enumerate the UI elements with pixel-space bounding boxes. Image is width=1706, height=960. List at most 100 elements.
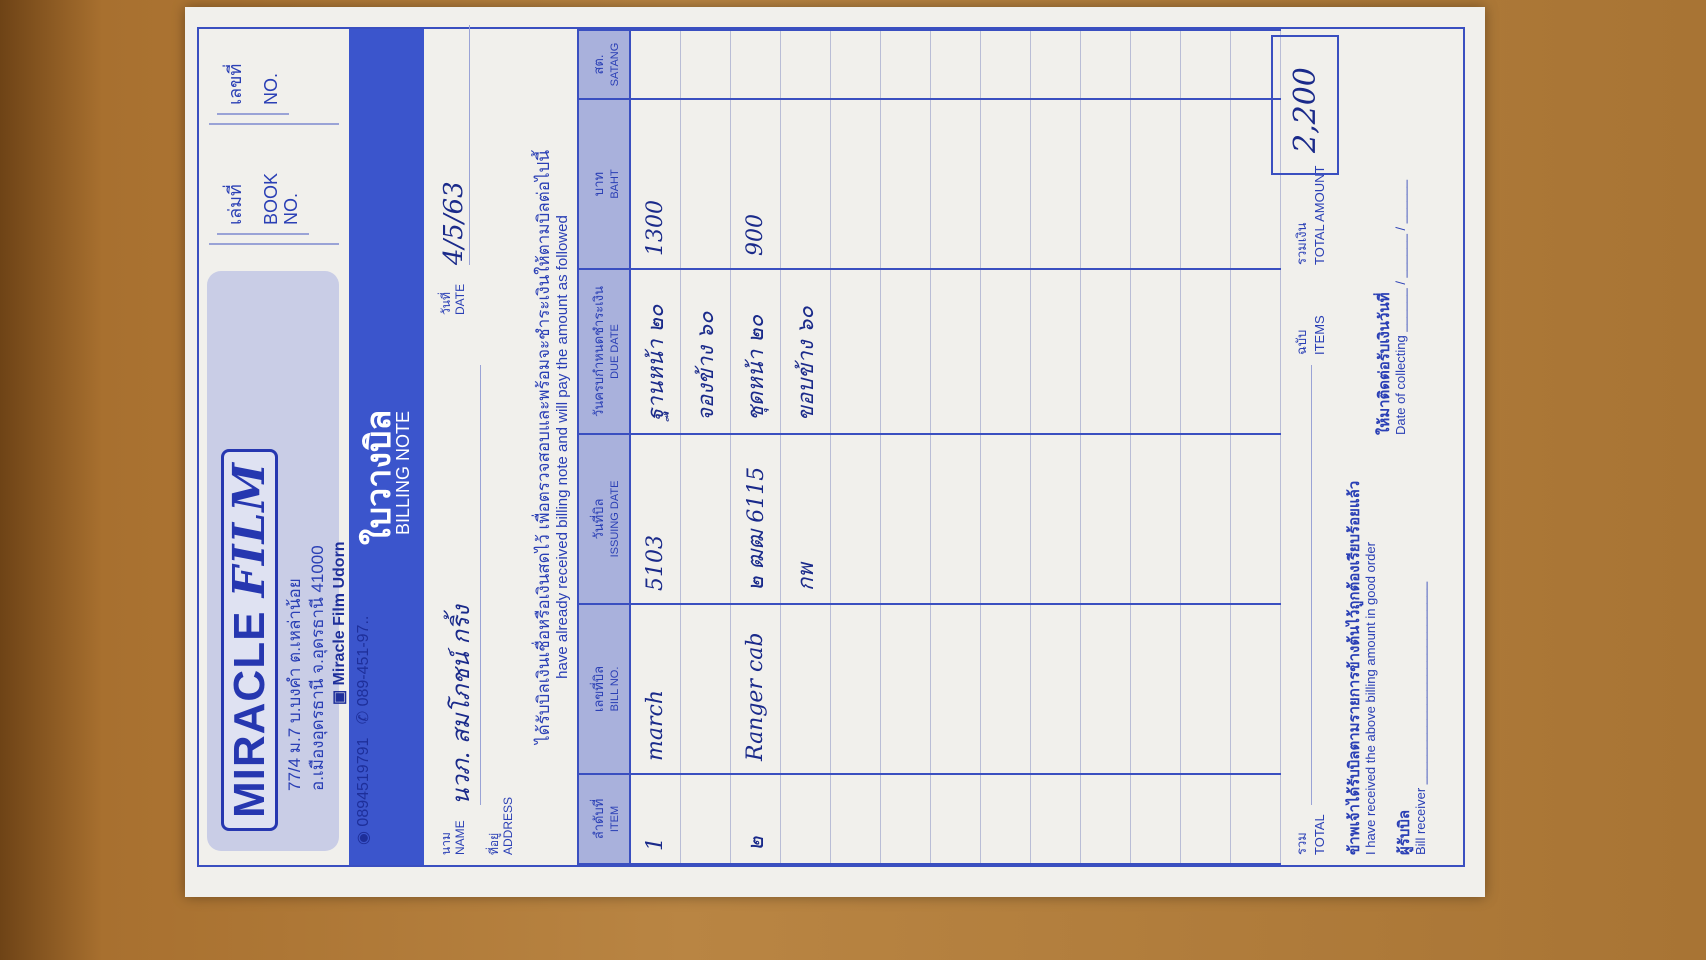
table-row: ๒ Ranger cab ๒ ฒฒ 6115 ชุดหน้า ๒๐ 900 bbox=[730, 30, 781, 864]
table-row bbox=[830, 30, 881, 864]
items-th: ฉบับ bbox=[1294, 329, 1309, 355]
items-en: ITEMS bbox=[1312, 315, 1327, 355]
phone: 089-451-97.. bbox=[355, 615, 372, 707]
column-header-th: บาท bbox=[590, 171, 606, 197]
table-cell bbox=[1030, 774, 1081, 864]
column-header-en: ITEM bbox=[608, 805, 621, 833]
name-en: NAME bbox=[453, 820, 467, 855]
table-cell bbox=[1080, 30, 1131, 99]
table-cell bbox=[830, 774, 881, 864]
table-row bbox=[1180, 30, 1231, 864]
table-cell: ๒ ฒฒ 6115 bbox=[730, 434, 781, 604]
column-header: วันที่บิล ISSUING DATE bbox=[578, 434, 630, 604]
table-cell bbox=[930, 99, 981, 269]
table-cell bbox=[880, 604, 931, 774]
table-cell bbox=[930, 269, 981, 434]
table-cell: ฐานหน้า ๒๐ bbox=[630, 269, 681, 434]
table-cell bbox=[830, 604, 881, 774]
table-cell bbox=[1080, 434, 1131, 604]
items-count-line bbox=[1311, 365, 1312, 805]
statement-th: ได้รับบิลเงินเชื่อหรือเงินสดไว้ เพื่อตรว… bbox=[534, 150, 553, 744]
date-value: 4/5/63 bbox=[439, 25, 470, 265]
table-row bbox=[880, 30, 931, 864]
book-no-en: BOOK NO. bbox=[253, 133, 309, 235]
table-row: 1 march 5103 ฐานหน้า ๒๐ 1300 bbox=[630, 30, 681, 864]
address-en: ADDRESS bbox=[501, 796, 515, 855]
address-line1: 77/4 ม.7 บ.บงคำ ต.เหล่าน้อย bbox=[285, 578, 304, 791]
table-cell bbox=[780, 30, 831, 99]
line-id: 0894519791 bbox=[355, 737, 372, 827]
phone-icon: ✆ bbox=[355, 710, 372, 725]
column-header: สต. SATANG bbox=[578, 30, 630, 99]
table-row bbox=[1080, 30, 1131, 864]
brand-script: FILM bbox=[224, 461, 275, 598]
book-number-box: เล่มที่ BOOK NO. เลขที่ NO. bbox=[209, 5, 339, 245]
table-cell bbox=[680, 434, 731, 604]
bill-table: ลำดับที่ ITEM เลขที่บิล BILL NO. วันที่บิล IS… bbox=[577, 29, 1281, 865]
table-cell bbox=[1130, 30, 1181, 99]
total-label: รวม TOTAL bbox=[1291, 814, 1327, 855]
column-header-th: สต. bbox=[590, 54, 606, 75]
table-cell bbox=[980, 269, 1031, 434]
total-th: รวม bbox=[1294, 832, 1309, 855]
form-frame: MIRACLE FILM 77/4 ม.7 บ.บงคำ ต.เหล่าน้อย… bbox=[197, 5, 1465, 867]
date-th: วันที่ bbox=[439, 292, 453, 315]
table-cell: จองข้าง ๖๐ bbox=[680, 269, 731, 434]
column-header: ลำดับที่ ITEM bbox=[578, 774, 630, 864]
amount-th: รวมเงิน bbox=[1294, 222, 1309, 265]
table-cell bbox=[830, 99, 881, 269]
table-cell bbox=[1180, 30, 1231, 99]
date-en: DATE bbox=[453, 283, 467, 315]
table-cell bbox=[980, 434, 1031, 604]
brand-logo: MIRACLE FILM bbox=[221, 448, 278, 831]
column-header-en: SATANG bbox=[608, 42, 621, 87]
table-cell bbox=[1030, 30, 1081, 99]
table-cell bbox=[1030, 99, 1081, 269]
table-cell: Ranger cab bbox=[730, 604, 781, 774]
table-cell bbox=[980, 99, 1031, 269]
table-cell bbox=[1180, 604, 1231, 774]
column-header-en: ISSUING DATE bbox=[608, 480, 621, 558]
table-cell bbox=[1080, 99, 1131, 269]
table-cell bbox=[880, 30, 931, 99]
no: เลขที่ NO. bbox=[209, 5, 339, 125]
table-cell bbox=[830, 434, 881, 604]
collect-th: ให้มาติดต่อรับเงินวันที่ bbox=[1376, 292, 1393, 435]
receipt-th: ข้าพเจ้าได้รับบิลตามรายการข้างต้นไว้ถูกต… bbox=[1346, 480, 1363, 855]
amount-label: รวมเงิน TOTAL AMOUNT bbox=[1291, 166, 1327, 265]
table-cell bbox=[1130, 604, 1181, 774]
table-cell bbox=[1130, 434, 1181, 604]
receipt-en: I have received the above billing amount… bbox=[1363, 542, 1378, 855]
table-cell bbox=[780, 99, 831, 269]
table-cell: 5103 bbox=[630, 434, 681, 604]
table-cell bbox=[930, 774, 981, 864]
name-label: นาม NAME bbox=[439, 820, 467, 855]
collect-label: ให้มาติดต่อรับเงินวันที่ Date of collecti… bbox=[1376, 179, 1408, 435]
total-en: TOTAL bbox=[1312, 814, 1327, 855]
table-cell bbox=[980, 604, 1031, 774]
table-cell bbox=[680, 30, 731, 99]
table-cell bbox=[1180, 269, 1231, 434]
table-row bbox=[930, 30, 981, 864]
table-cell bbox=[930, 434, 981, 604]
table-cell bbox=[1130, 774, 1181, 864]
book-no: เล่มที่ BOOK NO. bbox=[209, 125, 339, 245]
table-cell bbox=[1080, 774, 1131, 864]
book-no-th: เล่มที่ bbox=[217, 133, 253, 235]
name-th: นาม bbox=[439, 832, 453, 855]
no-en: NO. bbox=[253, 13, 289, 115]
line-icon: ◉ bbox=[355, 831, 372, 845]
billing-note-paper: MIRACLE FILM 77/4 ม.7 บ.บงคำ ต.เหล่าน้อย… bbox=[185, 5, 1485, 897]
table-cell bbox=[630, 30, 681, 99]
table-cell bbox=[680, 604, 731, 774]
table-cell bbox=[730, 30, 781, 99]
address-label: ที่อยู่ ADDRESS bbox=[487, 797, 515, 855]
column-header-en: BILL NO. bbox=[608, 666, 621, 712]
receiver-th: ผู้รับบิล bbox=[1396, 809, 1413, 855]
table-cell: 900 bbox=[730, 99, 781, 269]
table-cell bbox=[930, 604, 981, 774]
table-cell bbox=[880, 434, 931, 604]
table-cell bbox=[680, 774, 731, 864]
table-row bbox=[980, 30, 1031, 864]
table-cell bbox=[980, 774, 1031, 864]
